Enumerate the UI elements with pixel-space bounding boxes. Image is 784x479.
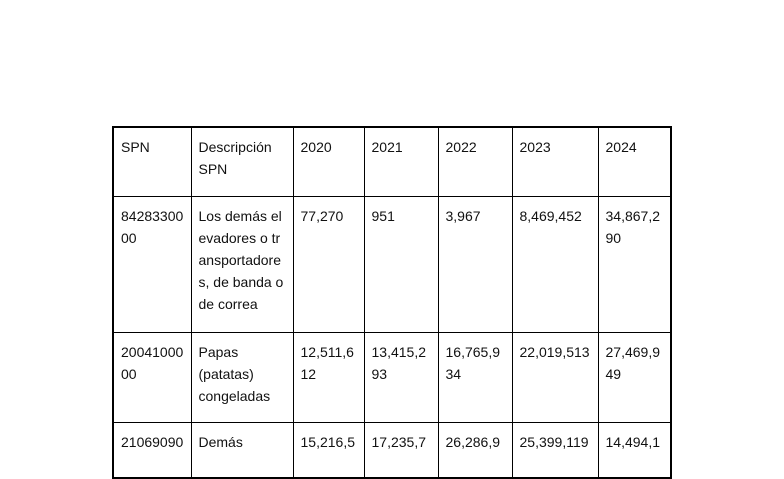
value-cell: 25,399,119 [511, 422, 599, 479]
value-cell: 16,765,934 [437, 332, 513, 423]
value-cell: 34,867,290 [597, 196, 672, 333]
table-row: 8428330000 Los demás elevadores o transp… [112, 196, 672, 333]
data-table: SPN Descripción SPN 2020 2021 2022 2023 … [112, 126, 672, 479]
value-cell: 13,415,293 [363, 332, 439, 423]
value-cell: 77,270 [292, 196, 365, 333]
spn-cell: 21069090 [112, 422, 192, 479]
header-cell: 2020 [292, 126, 365, 197]
description-cell: Demás [190, 422, 294, 479]
description-cell: Los demás elevadores o transportadores, … [190, 196, 294, 333]
table-row: 2004100000 Papas (patatas) congeladas 12… [112, 332, 672, 423]
header-cell: 2021 [363, 126, 439, 197]
header-cell: Descripción SPN [190, 126, 294, 197]
spn-cell: 8428330000 [112, 196, 192, 333]
value-cell: 22,019,513 [511, 332, 599, 423]
value-cell: 951 [363, 196, 439, 333]
value-cell: 27,469,949 [597, 332, 672, 423]
table-header-row: SPN Descripción SPN 2020 2021 2022 2023 … [112, 126, 672, 197]
header-cell: 2023 [511, 126, 599, 197]
header-cell: SPN [112, 126, 192, 197]
header-cell: 2022 [437, 126, 513, 197]
header-cell: 2024 [597, 126, 672, 197]
value-cell: 8,469,452 [511, 196, 599, 333]
table-row: 21069090 Demás 15,216,5 17,235,7 26,286,… [112, 422, 672, 479]
value-cell: 26,286,9 [437, 422, 513, 479]
value-cell: 14,494,1 [597, 422, 672, 479]
value-cell: 12,511,612 [292, 332, 365, 423]
description-cell: Papas (patatas) congeladas [190, 332, 294, 423]
value-cell: 3,967 [437, 196, 513, 333]
value-cell: 15,216,5 [292, 422, 365, 479]
spn-cell: 2004100000 [112, 332, 192, 423]
value-cell: 17,235,7 [363, 422, 439, 479]
